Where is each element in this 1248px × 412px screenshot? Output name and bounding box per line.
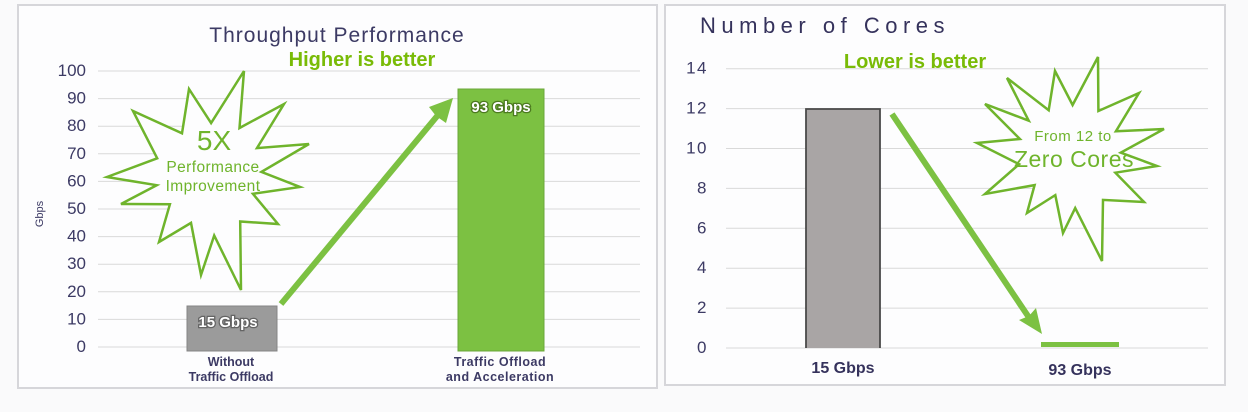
svg-text:Higher is better: Higher is better bbox=[289, 49, 436, 71]
svg-text:93 Gbps: 93 Gbps bbox=[471, 99, 530, 116]
svg-text:0: 0 bbox=[697, 338, 708, 357]
svg-text:12: 12 bbox=[686, 99, 708, 118]
svg-text:4: 4 bbox=[697, 258, 708, 277]
svg-text:8: 8 bbox=[697, 178, 708, 197]
svg-text:93 Gbps: 93 Gbps bbox=[1048, 362, 1111, 379]
svg-text:14: 14 bbox=[686, 59, 708, 78]
svg-text:Throughput Performance: Throughput Performance bbox=[209, 24, 464, 47]
svg-text:From 12 to: From 12 to bbox=[1034, 128, 1112, 145]
svg-text:10: 10 bbox=[67, 309, 86, 328]
svg-text:Gbps: Gbps bbox=[34, 200, 46, 227]
svg-text:Zero Cores: Zero Cores bbox=[1014, 146, 1134, 172]
svg-text:40: 40 bbox=[67, 227, 86, 246]
svg-text:2: 2 bbox=[697, 298, 708, 317]
svg-text:Without: Without bbox=[208, 355, 255, 369]
svg-text:90: 90 bbox=[67, 89, 86, 108]
svg-text:Improvement: Improvement bbox=[166, 178, 261, 195]
svg-text:10: 10 bbox=[686, 139, 708, 158]
svg-text:50: 50 bbox=[67, 199, 86, 218]
svg-text:6: 6 bbox=[697, 218, 708, 237]
svg-text:30: 30 bbox=[67, 254, 86, 273]
svg-text:15 Gbps: 15 Gbps bbox=[811, 360, 874, 377]
svg-text:100: 100 bbox=[58, 61, 86, 80]
svg-text:80: 80 bbox=[67, 116, 86, 135]
svg-text:Traffic Offload: Traffic Offload bbox=[454, 355, 546, 369]
svg-text:15 Gbps: 15 Gbps bbox=[198, 314, 257, 331]
svg-text:and Acceleration: and Acceleration bbox=[446, 370, 554, 384]
svg-text:Number of Cores: Number of Cores bbox=[700, 13, 950, 38]
svg-text:0: 0 bbox=[77, 337, 86, 356]
svg-text:20: 20 bbox=[67, 282, 86, 301]
svg-text:Lower is better: Lower is better bbox=[844, 51, 986, 73]
svg-text:Traffic Offload: Traffic Offload bbox=[189, 370, 274, 384]
svg-text:70: 70 bbox=[67, 144, 86, 163]
svg-text:Performance: Performance bbox=[166, 159, 259, 176]
svg-text:93 Gbps: 93 Gbps bbox=[471, 99, 530, 116]
svg-text:5X: 5X bbox=[197, 125, 232, 156]
svg-text:15 Gbps: 15 Gbps bbox=[198, 314, 257, 331]
svg-text:60: 60 bbox=[67, 171, 86, 190]
